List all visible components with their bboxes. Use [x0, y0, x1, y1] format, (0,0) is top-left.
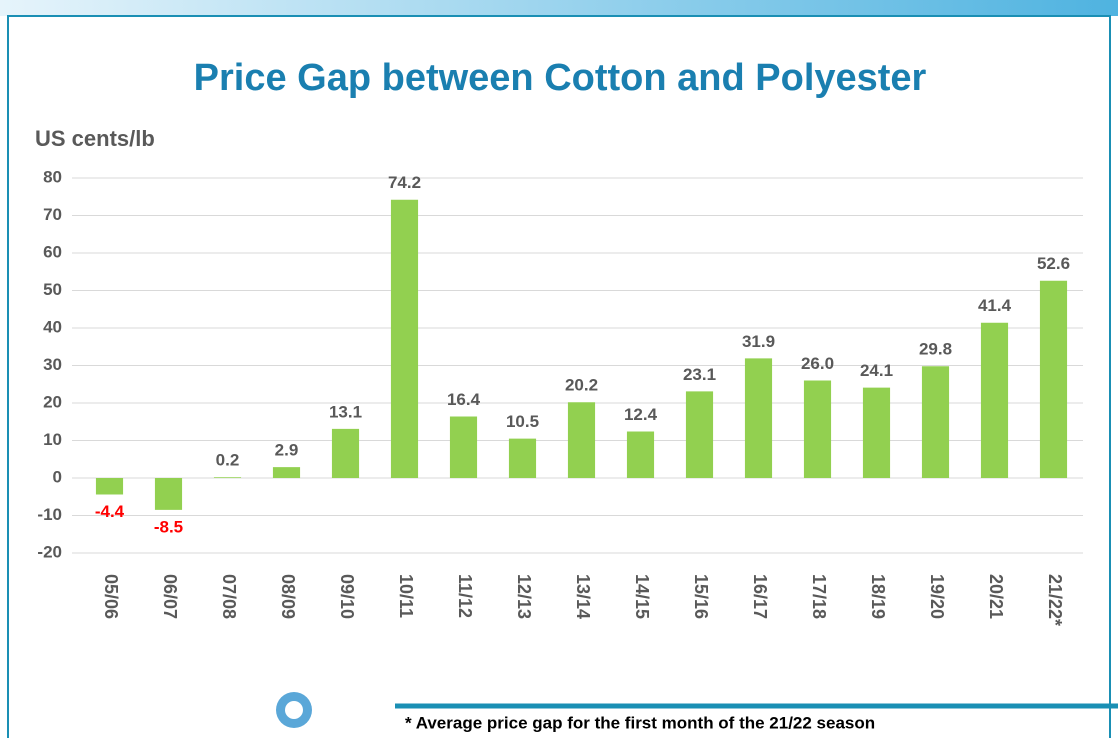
bar — [685, 391, 714, 478]
bar — [803, 380, 832, 478]
value-label: 41.4 — [978, 296, 1012, 315]
value-label: -4.4 — [95, 502, 125, 521]
x-tick-label: 08/09 — [278, 574, 298, 619]
value-label: 2.9 — [275, 441, 299, 460]
bar — [449, 416, 478, 478]
x-tick-label: 14/15 — [632, 574, 652, 619]
value-label: 29.8 — [919, 340, 952, 359]
x-tick-label: 18/19 — [868, 574, 888, 619]
x-tick-label: 11/12 — [455, 574, 475, 618]
y-tick-label: 40 — [43, 317, 62, 336]
value-label: 74.2 — [388, 173, 421, 192]
bar — [272, 467, 301, 478]
bar — [331, 428, 360, 478]
y-tick-label: 70 — [43, 205, 62, 224]
value-label: 13.1 — [329, 402, 362, 421]
x-tick-label: 05/06 — [101, 574, 121, 619]
frame — [7, 15, 1111, 738]
y-tick-label: -10 — [37, 505, 62, 524]
y-tick-label: -20 — [37, 542, 62, 561]
bar — [980, 322, 1009, 478]
x-tick-label: 06/07 — [160, 574, 180, 619]
x-tick-label: 07/08 — [219, 574, 239, 619]
x-tick-label: 10/11 — [396, 574, 416, 618]
value-label: 52.6 — [1037, 254, 1070, 273]
value-label: 10.5 — [506, 412, 539, 431]
value-label: 12.4 — [624, 405, 658, 424]
bar — [1039, 280, 1068, 478]
x-tick-label: 12/13 — [514, 574, 534, 619]
y-axis-label: US cents/lb — [35, 126, 155, 151]
value-label: 0.2 — [216, 451, 240, 470]
x-tick-label: 09/10 — [337, 574, 357, 619]
value-label: 16.4 — [447, 390, 481, 409]
value-label: 24.1 — [860, 361, 893, 380]
x-tick-label: 17/18 — [809, 574, 829, 619]
x-tick-label: 20/21 — [986, 574, 1006, 619]
y-tick-label: 20 — [43, 392, 62, 411]
x-tick-label: 13/14 — [573, 574, 593, 619]
value-label: 23.1 — [683, 365, 716, 384]
bar — [213, 477, 242, 478]
value-label: 20.2 — [565, 376, 598, 395]
bar — [567, 402, 596, 478]
bar — [626, 431, 655, 478]
y-tick-label: 50 — [43, 280, 62, 299]
logo-inner — [285, 701, 303, 719]
bar — [862, 387, 891, 478]
x-tick-label: 15/16 — [691, 574, 711, 619]
bar — [921, 366, 950, 478]
x-tick-label: 19/20 — [927, 574, 947, 619]
bar — [154, 478, 183, 510]
y-tick-label: 10 — [43, 430, 62, 449]
value-label: 26.0 — [801, 354, 834, 373]
bar — [95, 478, 124, 495]
value-label: 31.9 — [742, 332, 775, 351]
bar — [390, 199, 419, 478]
value-label: -8.5 — [154, 517, 183, 536]
top-band — [0, 0, 1118, 16]
bar — [744, 358, 773, 478]
chart-title: Price Gap between Cotton and Polyester — [194, 57, 927, 99]
y-tick-label: 30 — [43, 355, 62, 374]
x-tick-label: 16/17 — [750, 574, 770, 619]
y-tick-label: 60 — [43, 242, 62, 261]
y-tick-label: 80 — [43, 167, 62, 186]
footnote: * Average price gap for the first month … — [405, 713, 875, 732]
x-tick-label: 21/22* — [1045, 574, 1065, 626]
bar — [508, 438, 537, 478]
y-tick-label: 0 — [53, 467, 62, 486]
